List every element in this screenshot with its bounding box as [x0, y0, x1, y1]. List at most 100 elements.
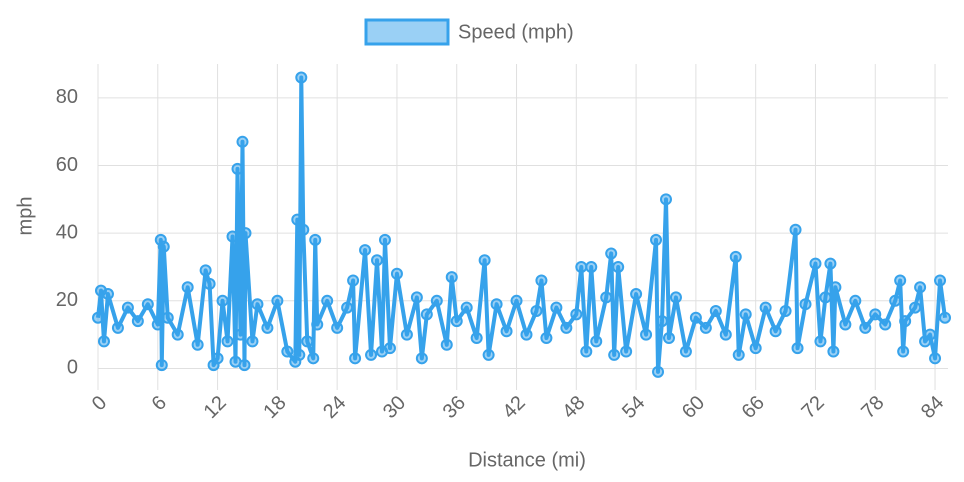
- point: [709, 304, 722, 317]
- y-tick-label: 80: [56, 86, 78, 108]
- point: [430, 294, 443, 307]
- point: [540, 332, 553, 345]
- point: [470, 332, 483, 345]
- point: [659, 193, 672, 206]
- x-tick-label: 84: [917, 392, 948, 423]
- point: [914, 281, 927, 294]
- point: [171, 328, 184, 341]
- point: [383, 342, 396, 355]
- point: [311, 318, 324, 331]
- point: [92, 311, 104, 324]
- point: [600, 291, 613, 304]
- point: [309, 233, 322, 246]
- point: [719, 328, 732, 341]
- point: [203, 277, 216, 290]
- point: [445, 271, 458, 284]
- point: [460, 301, 473, 314]
- x-tick-label: 36: [439, 392, 470, 423]
- point: [251, 298, 264, 311]
- point: [297, 223, 310, 236]
- point: [789, 223, 802, 236]
- point: [281, 345, 294, 358]
- point: [575, 260, 588, 273]
- point: [520, 328, 533, 341]
- point: [131, 315, 144, 328]
- point: [799, 298, 812, 311]
- point: [371, 254, 384, 267]
- point: [889, 294, 902, 307]
- point: [897, 345, 910, 358]
- point: [440, 338, 453, 351]
- point: [656, 315, 669, 328]
- point: [478, 254, 491, 267]
- point: [482, 348, 495, 361]
- x-tick-label: 18: [259, 392, 290, 423]
- point: [662, 332, 675, 345]
- x-tick-label: 72: [797, 392, 828, 423]
- legend-swatch[interactable]: [364, 18, 450, 46]
- point: [929, 352, 942, 365]
- point: [410, 291, 423, 304]
- point: [749, 342, 762, 355]
- point: [924, 328, 937, 341]
- point: [157, 240, 170, 253]
- point: [341, 301, 354, 314]
- x-tick-label: 78: [857, 392, 888, 423]
- point: [191, 338, 204, 351]
- point: [151, 318, 164, 331]
- point: [221, 335, 234, 348]
- point: [829, 281, 842, 294]
- point: [894, 274, 907, 287]
- y-tick-label: 0: [67, 357, 78, 379]
- point: [630, 288, 643, 301]
- x-tick-label: 12: [200, 392, 231, 423]
- point: [490, 298, 503, 311]
- point: [769, 325, 782, 338]
- point: [450, 315, 463, 328]
- point: [238, 359, 251, 372]
- point: [301, 335, 314, 348]
- point: [590, 335, 603, 348]
- point: [347, 274, 360, 287]
- point: [640, 328, 653, 341]
- point: [321, 294, 334, 307]
- point: [415, 352, 428, 365]
- x-tick-label: 48: [558, 392, 589, 423]
- point: [246, 335, 259, 348]
- point: [739, 308, 752, 321]
- point: [500, 325, 513, 338]
- point: [510, 294, 523, 307]
- point: [679, 345, 692, 358]
- x-tick-label: 42: [499, 392, 530, 423]
- point: [234, 328, 247, 341]
- x-tick-label: 30: [379, 392, 410, 423]
- point: [699, 321, 712, 334]
- point: [420, 308, 433, 321]
- point: [824, 257, 837, 270]
- y-axis-label: mph: [14, 197, 36, 236]
- point: [849, 294, 862, 307]
- point: [378, 233, 391, 246]
- point: [261, 321, 274, 334]
- line: [96, 75, 947, 374]
- point: [814, 335, 827, 348]
- point: [211, 352, 224, 365]
- point: [359, 244, 372, 257]
- point: [161, 311, 174, 324]
- point: [809, 257, 822, 270]
- point: [226, 230, 239, 243]
- point: [239, 227, 252, 240]
- point: [216, 294, 229, 307]
- x-tick-label: 60: [678, 392, 709, 423]
- point: [236, 135, 249, 148]
- point: [650, 233, 663, 246]
- point: [934, 274, 947, 287]
- point: [859, 321, 872, 334]
- point: [530, 304, 543, 317]
- point: [349, 352, 362, 365]
- point: [550, 301, 563, 314]
- point: [580, 345, 593, 358]
- point: [827, 345, 840, 358]
- legend-label[interactable]: Speed (mph): [458, 21, 574, 43]
